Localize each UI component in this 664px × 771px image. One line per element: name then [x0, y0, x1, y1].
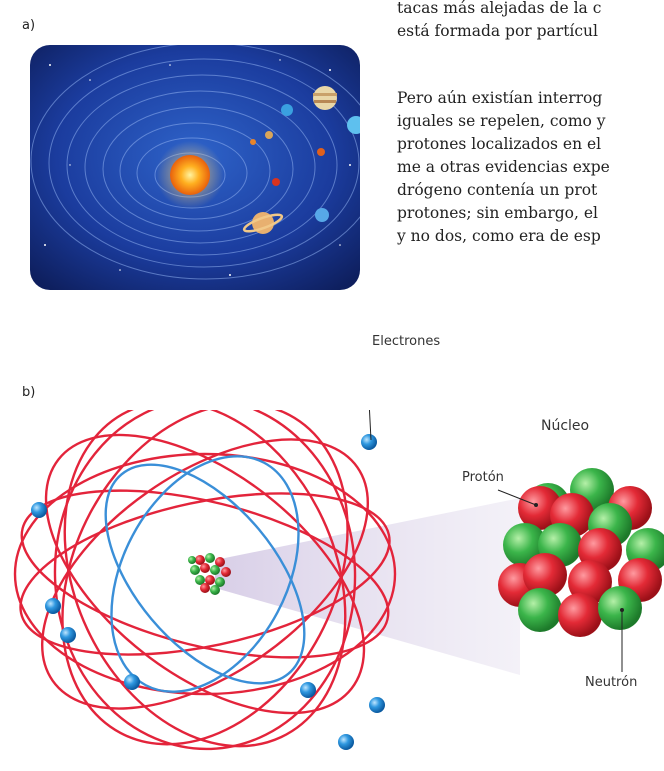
text-line: está formada por partícul [397, 22, 599, 40]
text-line: protones; sin embargo, el [397, 204, 598, 222]
sun-icon [170, 155, 210, 195]
neptune-icon [315, 208, 329, 222]
small-nucleus [188, 553, 231, 595]
small-planet-icon [317, 148, 325, 156]
text-line: Pero aún existían interrog [397, 89, 603, 107]
atom-illustration [13, 410, 664, 751]
text-line: iguales se repelen, como y [397, 112, 606, 130]
text-line: y no dos, como era de esp [397, 227, 601, 245]
text-line: protones localizados en el [397, 135, 602, 153]
proton-label: Protón [462, 470, 504, 485]
large-nucleus [498, 468, 664, 637]
red-orbits [13, 410, 397, 751]
solar-system-illustration [30, 45, 360, 290]
figure-a-label: a) [22, 18, 36, 33]
text-line: tacas más alejadas de la c [397, 0, 602, 17]
solar-system-svg [30, 45, 360, 290]
uranus-icon [347, 116, 360, 134]
earth-icon [281, 104, 293, 116]
venus-icon [265, 131, 273, 139]
jupiter-icon [313, 86, 337, 110]
text-line: drógeno contenía un prot [397, 181, 598, 199]
mars-icon [272, 178, 280, 186]
figure-b-label: b) [22, 385, 36, 400]
blue-orbits [104, 455, 306, 693]
proton-marker [534, 503, 538, 507]
neutron-label: Neutrón [585, 675, 638, 690]
paragraph-body: Pero aún existían interrog iguales se re… [397, 87, 610, 248]
saturn-icon [242, 212, 284, 234]
nucleus-label: Núcleo [541, 418, 590, 434]
mercury-icon [250, 139, 256, 145]
electrons-label: Electrones [372, 334, 441, 349]
electrons [31, 434, 385, 750]
paragraph-top: tacas más alejadas de la c está formada … [397, 0, 601, 43]
text-line: me a otras evidencias expe [397, 158, 610, 176]
stars [44, 59, 351, 276]
electron-callout-lines [368, 410, 372, 441]
neutron-marker [620, 608, 624, 612]
zoom-cone [215, 498, 520, 675]
particle-callout-lines [497, 489, 623, 672]
